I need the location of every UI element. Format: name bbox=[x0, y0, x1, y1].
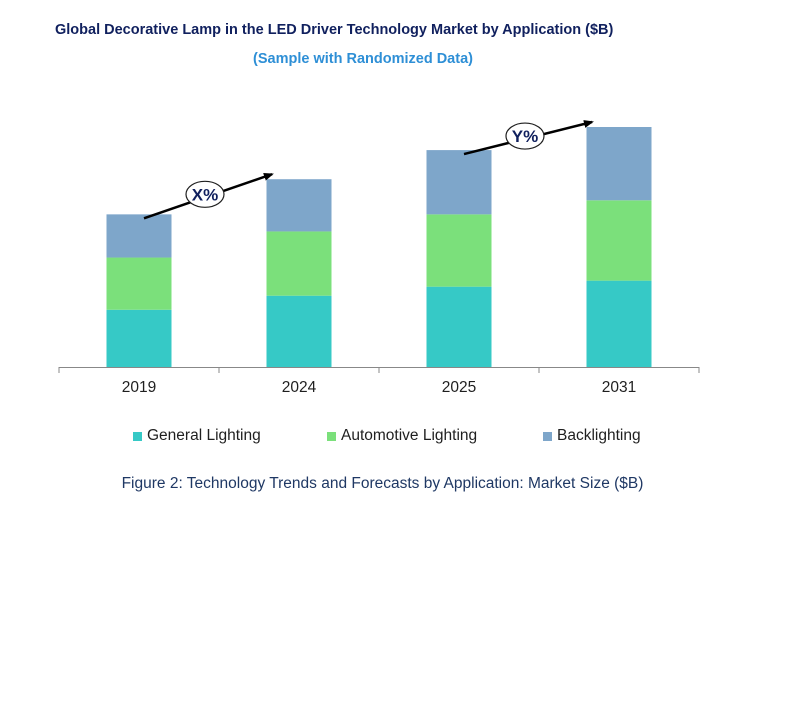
growth-label: X% bbox=[192, 185, 218, 204]
growth-label-bubble bbox=[505, 122, 545, 150]
bar-2025-automotive-lighting bbox=[426, 214, 492, 287]
growth-label: Y% bbox=[512, 127, 538, 146]
figure-caption: Figure 2: Technology Trends and Forecast… bbox=[121, 475, 644, 492]
bar-2031-backlighting bbox=[586, 127, 652, 201]
bar-2031-general-lighting bbox=[586, 280, 652, 367]
legend: General Lighting Automotive Lighting Bac… bbox=[0, 427, 785, 449]
legend-swatch bbox=[543, 431, 552, 441]
chart-title: Global Decorative Lamp in the LED Driver… bbox=[55, 22, 614, 38]
legend-swatch bbox=[133, 431, 142, 441]
bar-2019-backlighting bbox=[106, 214, 172, 258]
bar-2025-backlighting bbox=[426, 150, 492, 215]
x-axis: 2019 2024 2025 2031 bbox=[58, 367, 700, 396]
bar-2024-backlighting bbox=[266, 179, 332, 232]
bar-2031-automotive-lighting bbox=[586, 200, 652, 281]
bar-2019-automotive-lighting bbox=[106, 257, 172, 310]
legend-swatch bbox=[327, 431, 336, 441]
legend-item-general-lighting: General Lighting bbox=[133, 427, 261, 445]
legend-label: Automotive Lighting bbox=[341, 427, 478, 444]
bar-2025-general-lighting bbox=[426, 286, 492, 367]
legend-label: Backlighting bbox=[557, 427, 641, 444]
x-tick-label: 2024 bbox=[282, 379, 317, 396]
x-tick-label: 2019 bbox=[122, 379, 156, 396]
bar-2024-general-lighting bbox=[266, 295, 332, 367]
x-tick-label: 2025 bbox=[442, 379, 476, 396]
growth-label-bubble bbox=[185, 180, 225, 208]
legend-item-backlighting: Backlighting bbox=[543, 427, 641, 445]
legend-label: General Lighting bbox=[147, 427, 261, 444]
bar-2019-general-lighting bbox=[106, 309, 172, 367]
legend-item-automotive-lighting: Automotive Lighting bbox=[327, 427, 477, 445]
bar-2024-automotive-lighting bbox=[266, 231, 332, 296]
chart-subtitle: (Sample with Randomized Data) bbox=[253, 51, 473, 67]
x-tick-label: 2031 bbox=[602, 379, 636, 396]
growth-annotations: X% Y% bbox=[143, 120, 594, 220]
bar-layer bbox=[106, 127, 652, 367]
